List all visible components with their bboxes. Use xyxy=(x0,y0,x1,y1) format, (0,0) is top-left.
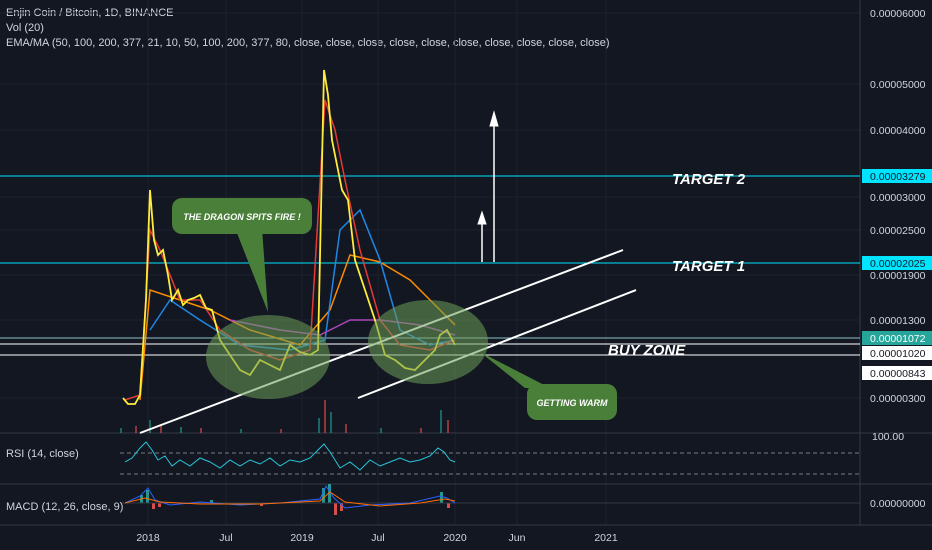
time-tick: Jul xyxy=(371,532,384,544)
price-tag-target1: 0.00002025 xyxy=(862,256,932,270)
time-tick: 2018 xyxy=(136,532,160,544)
svg-text:0.00003279: 0.00003279 xyxy=(870,171,926,183)
svg-text:0.00000843: 0.00000843 xyxy=(870,368,926,380)
target-arrow-small xyxy=(477,210,487,262)
rsi-scale-label: 100.00 xyxy=(872,431,904,443)
time-tick: Jul xyxy=(219,532,232,544)
rsi-pane: 100.00 xyxy=(120,431,904,475)
buy-zone-label: BUY ZONE xyxy=(608,342,686,359)
price-tag-target2: 0.00003279 xyxy=(862,169,932,183)
macd-label[interactable]: MACD (12, 26, close, 9) xyxy=(6,501,124,513)
dragon-speech-bubble: THE DRAGON SPITS FIRE ! xyxy=(172,198,312,312)
target-arrow-large xyxy=(489,110,499,262)
chart-legend: Enjin Coin / Bitcoin, 1D, BINANCE Vol (2… xyxy=(6,6,610,51)
price-tick: 0.00003000 xyxy=(870,192,926,204)
warm-zone-ellipse xyxy=(368,300,488,384)
price-tick: 0.00006000 xyxy=(870,8,926,20)
price-tick: 0.00001900 xyxy=(870,270,926,282)
macd-signal-line xyxy=(124,491,456,507)
svg-text:0.00001072: 0.00001072 xyxy=(870,333,926,345)
time-tick: Jun xyxy=(509,532,526,544)
dragon-zone-ellipse xyxy=(206,315,330,399)
ema-ma-indicator-label[interactable]: EMA/MA (50, 100, 200, 377, 21, 10, 50, 1… xyxy=(6,37,610,49)
price-axis: 0.00006000 0.00005000 0.00004000 0.00003… xyxy=(870,8,926,405)
rsi-line xyxy=(124,441,456,471)
warm-speech-bubble: GETTING WARM xyxy=(480,352,617,420)
time-tick: 2019 xyxy=(290,532,314,544)
price-tick: 0.00000300 xyxy=(870,393,926,405)
price-tag-current: 0.00001072 xyxy=(862,331,932,345)
macd-scale-label: 0.00000000 xyxy=(870,498,926,510)
price-tag-buy-bottom: 0.00000843 xyxy=(862,366,932,380)
svg-text:0.00001020: 0.00001020 xyxy=(870,348,926,360)
price-tick: 0.00001300 xyxy=(870,315,926,327)
target-2-label: TARGET 2 xyxy=(672,171,746,188)
target-1-label: TARGET 1 xyxy=(672,258,745,275)
ma-orange-line xyxy=(139,254,456,401)
dragon-bubble-text: THE DRAGON SPITS FIRE ! xyxy=(183,212,301,222)
macd-line xyxy=(124,484,456,509)
volume-bars xyxy=(120,400,449,433)
rsi-label[interactable]: RSI (14, close) xyxy=(6,448,79,460)
price-tick: 0.00005000 xyxy=(870,79,926,91)
svg-text:0.00002025: 0.00002025 xyxy=(870,258,926,270)
time-tick: 2020 xyxy=(443,532,467,544)
time-axis: 2018 Jul 2019 Jul 2020 Jun 2021 xyxy=(136,532,618,544)
time-tick: 2021 xyxy=(594,532,618,544)
grid xyxy=(0,0,860,525)
volume-indicator-label[interactable]: Vol (20) xyxy=(6,22,44,34)
price-tick: 0.00004000 xyxy=(870,125,926,137)
macd-pane: 0.00000000 xyxy=(120,484,926,515)
price-tag-buy-top: 0.00001020 xyxy=(862,346,932,360)
warm-bubble-text: GETTING WARM xyxy=(537,398,608,408)
price-tick: 0.00002500 xyxy=(870,225,926,237)
